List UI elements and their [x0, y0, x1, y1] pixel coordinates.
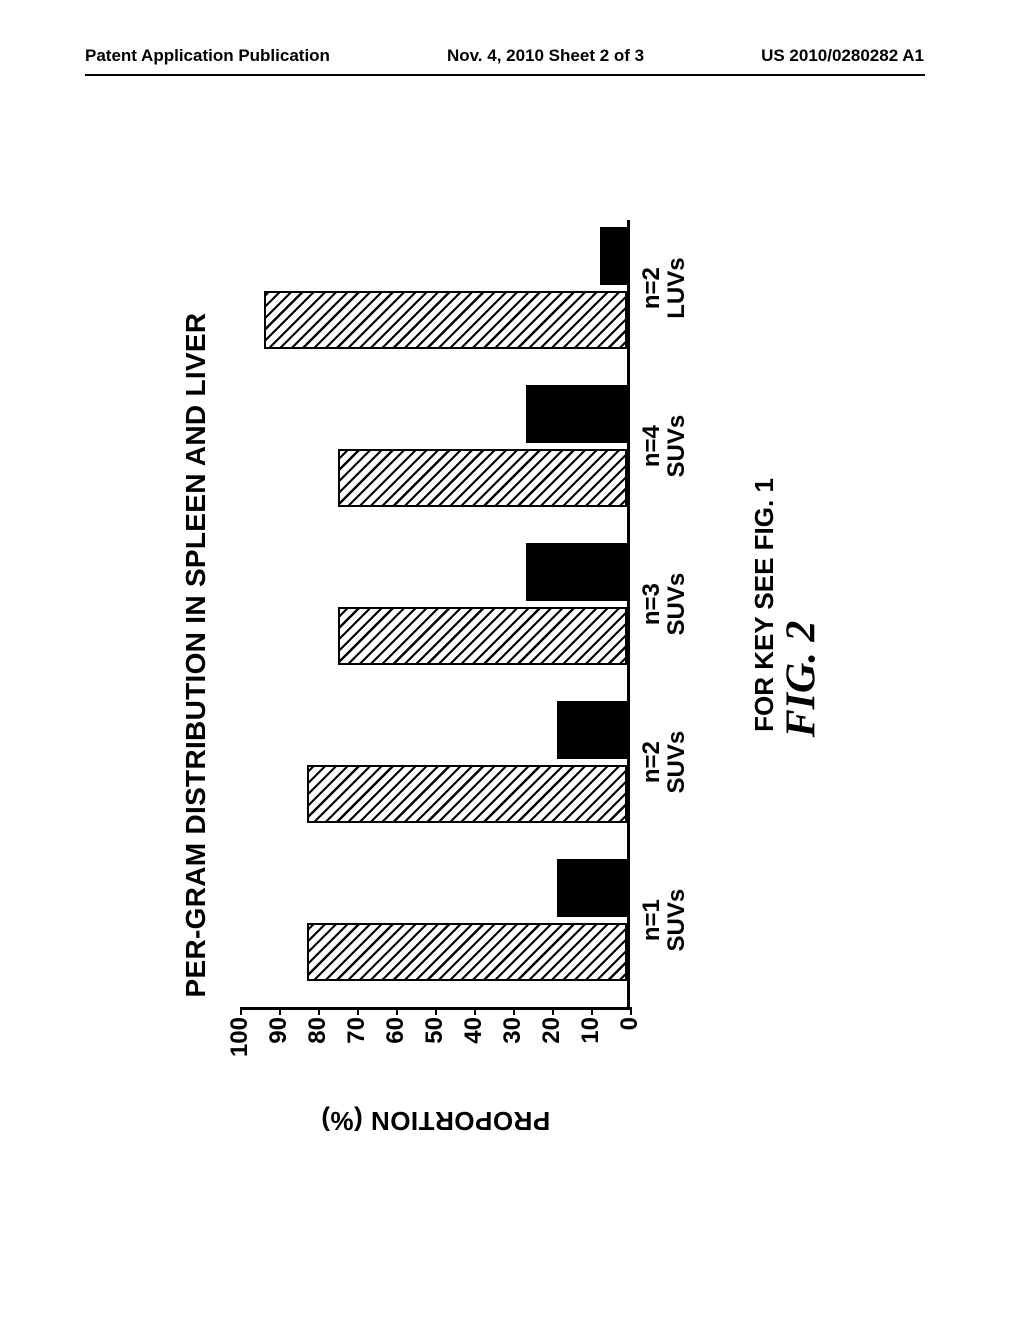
figure-container: PER-GRAM DISTRIBUTION IN SPLEEN AND LIVE… — [170, 140, 790, 1170]
bar-liver — [526, 543, 627, 601]
y-tick-label: 30 — [501, 1007, 525, 1062]
page-header: Patent Application Publication Nov. 4, 2… — [0, 46, 1024, 66]
bar-spleen — [307, 923, 627, 981]
chart-title: PER-GRAM DISTRIBUTION IN SPLEEN AND LIVE… — [180, 140, 212, 1170]
bar-group: n=3 SUVs — [338, 543, 627, 665]
bar-spleen — [338, 607, 627, 665]
y-tick-label: 0 — [618, 1007, 642, 1062]
y-tick-label: 50 — [423, 1007, 447, 1062]
bar-group: n=2 LUVs — [264, 227, 627, 349]
chart: PER-GRAM DISTRIBUTION IN SPLEEN AND LIVE… — [170, 140, 790, 1170]
bar-spleen — [338, 449, 627, 507]
y-tick-label: 80 — [306, 1007, 330, 1062]
y-tick-label: 40 — [462, 1007, 486, 1062]
header-center: Nov. 4, 2010 Sheet 2 of 3 — [447, 46, 644, 66]
x-tick-label: n=3 SUVs — [627, 534, 689, 674]
bar-spleen — [264, 291, 627, 349]
bar-group: n=1 SUVs — [307, 859, 627, 981]
y-tick-label: 100 — [228, 1007, 252, 1062]
x-tick-label: n=2 LUVs — [627, 218, 689, 358]
chart-key-note: FOR KEY SEE FIG. 1 — [749, 140, 780, 1170]
bar-liver — [557, 859, 627, 917]
bar-group: n=2 SUVs — [307, 701, 627, 823]
bar-group: n=4 SUVs — [338, 385, 627, 507]
y-tick-label: 70 — [345, 1007, 369, 1062]
header-right: US 2010/0280282 A1 — [761, 46, 924, 66]
bar-liver — [600, 227, 627, 285]
header-rule — [85, 74, 925, 76]
x-tick-label: n=4 SUVs — [627, 376, 689, 516]
x-tick-label: n=1 SUVs — [627, 850, 689, 990]
bar-spleen — [307, 765, 627, 823]
y-tick-label: 10 — [579, 1007, 603, 1062]
bar-liver — [526, 385, 627, 443]
x-tick-label: n=2 SUVs — [627, 692, 689, 832]
y-tick-label: 90 — [267, 1007, 291, 1062]
plot-area: 0102030405060708090100n=1 SUVsn=2 SUVsn=… — [240, 220, 630, 1010]
y-tick-label: 60 — [384, 1007, 408, 1062]
y-axis-label-text: PROPORTION (%) — [320, 1104, 549, 1135]
figure-label: FIG. 2 — [778, 621, 826, 738]
y-axis-label: PROPORTION (%) — [240, 1100, 630, 1140]
y-tick-label: 20 — [540, 1007, 564, 1062]
header-left: Patent Application Publication — [85, 46, 330, 66]
bar-liver — [557, 701, 627, 759]
